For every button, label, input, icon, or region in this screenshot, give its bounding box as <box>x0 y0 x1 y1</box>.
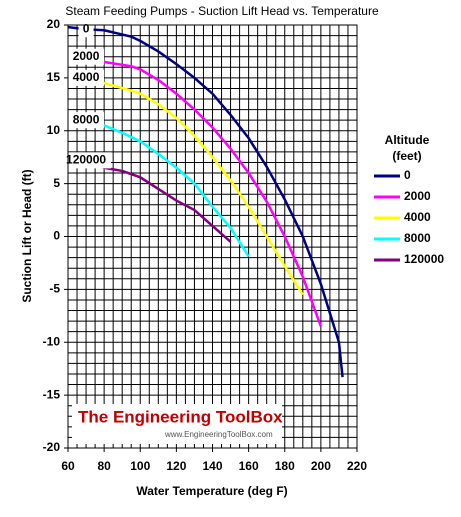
x-tick-label: 60 <box>61 459 75 473</box>
inline-label: 4000 <box>73 70 100 84</box>
y-tick-label: -15 <box>43 387 61 401</box>
y-tick-label: 20 <box>47 17 61 31</box>
x-tick-label: 160 <box>239 459 259 473</box>
watermark-box <box>72 404 282 444</box>
legend-title: (feet) <box>392 149 421 163</box>
inline-label-bg <box>68 48 105 65</box>
legend-label: 0 <box>404 168 411 182</box>
x-tick-label: 100 <box>130 459 150 473</box>
inline-label-bg <box>68 112 105 129</box>
inline-label: 8000 <box>73 112 100 126</box>
y-tick-label: 10 <box>47 123 61 137</box>
x-axis-label: Water Temperature (deg F) <box>136 484 287 498</box>
legend-label: 4000 <box>404 210 431 224</box>
series-line <box>67 25 344 378</box>
inline-label: 120000 <box>66 153 106 167</box>
inline-label-bg <box>61 152 112 169</box>
series-line <box>67 71 304 296</box>
x-tick-label: 120 <box>166 459 186 473</box>
inline-label-bg <box>68 69 105 86</box>
y-tick-label: -5 <box>49 282 60 296</box>
x-tick-label: 140 <box>202 459 222 473</box>
x-tick-label: 80 <box>97 459 111 473</box>
plot-border <box>67 24 358 449</box>
y-axis-label: Suction Lift or Head (ft) <box>20 169 34 302</box>
legend-title: Altitude <box>385 133 430 147</box>
chart-title: Steam Feeding Pumps - Suction Lift Head … <box>65 4 379 18</box>
x-tick-label: 220 <box>347 459 367 473</box>
legend-label: 8000 <box>404 231 431 245</box>
legend-label: 2000 <box>404 189 431 203</box>
y-tick-label: 15 <box>47 70 61 84</box>
inline-label: 0 <box>83 21 90 35</box>
y-tick-label: 5 <box>53 176 60 190</box>
y-tick-label: -20 <box>43 440 61 454</box>
series-line <box>67 50 323 327</box>
y-tick-label: 0 <box>53 229 60 243</box>
inline-label: 2000 <box>73 49 100 63</box>
legend-label: 120000 <box>404 252 444 266</box>
watermark-url: www.EngineeringToolBox.com <box>164 430 273 439</box>
x-tick-label: 200 <box>311 459 331 473</box>
y-tick-label: -10 <box>43 334 61 348</box>
x-tick-label: 180 <box>275 459 295 473</box>
watermark-title: The Engineering ToolBox <box>78 407 283 426</box>
